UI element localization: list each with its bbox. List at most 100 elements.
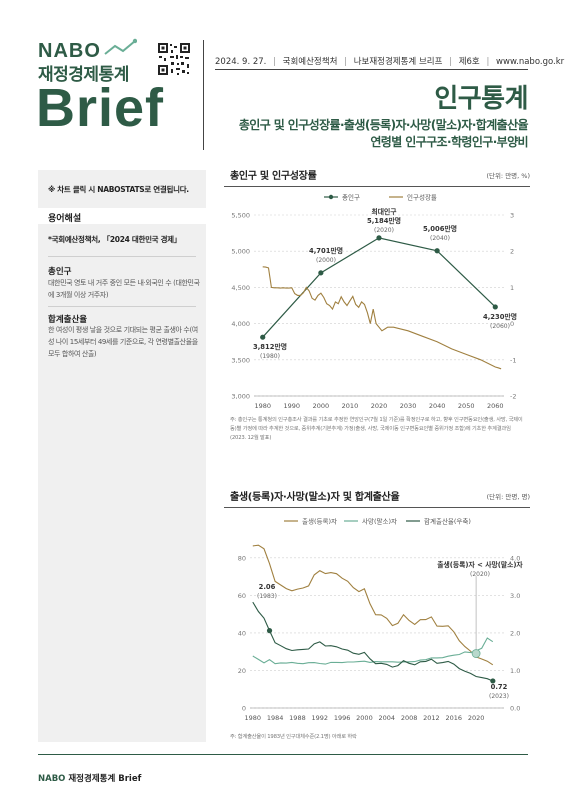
chart1-unit: (단위: 만명, %) (486, 172, 530, 180)
x-tick-label: 1992 (312, 714, 329, 722)
data-point (260, 334, 266, 340)
y-left-tick-label: 80 (238, 554, 246, 562)
x-tick-label: 1984 (267, 714, 284, 722)
series-line-3 (252, 601, 494, 682)
y-left-tick-label: 4,500 (231, 284, 250, 292)
y-right-tick-label: 1 (510, 284, 514, 292)
legend-label: 인구성장률 (407, 193, 437, 202)
data-label: (2020) (374, 227, 394, 234)
subtitle-line-2: 연령별 인구구조·학령인구·부양비 (370, 135, 528, 149)
glossary-divider (48, 306, 196, 307)
legend-label: 출생(등록)자 (302, 517, 337, 526)
footer-text: 재정경제통계 Brief (65, 774, 142, 784)
x-tick-label: 2012 (423, 714, 440, 722)
y-right-tick-label: 2.0 (510, 629, 520, 637)
chart1-header: 총인구 및 인구성장률 (단위: 만명, %) (224, 165, 530, 182)
x-tick-label: 2016 (445, 714, 462, 722)
logo-mark-icon (104, 38, 137, 55)
chart2-header: 출생(등록)자·사망(말소)자 및 합계출산율 (단위: 만명, 명) (224, 486, 530, 503)
x-tick-label: 1990 (284, 402, 301, 410)
chart2-footnote: 주: 합계출산율이 1983년 인구대체수준(2.1명) 아래로 하락 (230, 734, 357, 740)
y-right-tick-label: 1.0 (510, 667, 520, 675)
chart1-title: 총인구 및 인구성장률 (230, 171, 317, 182)
footer-rule (38, 754, 528, 755)
logo-subtitle: 재정경제통계 (38, 65, 129, 85)
chart2-title: 출생(등록)자·사망(말소)자 및 합계출산율 (230, 492, 400, 503)
chart1-rule (224, 186, 530, 187)
y-right-tick-label: 4.0 (510, 554, 520, 562)
y-right-tick-label: 2 (510, 248, 514, 256)
x-tick-label: 2050 (458, 402, 475, 410)
chart2-unit: (단위: 만명, 명) (486, 493, 530, 501)
data-label: (2060) (490, 323, 510, 330)
data-label: (1983) (257, 593, 277, 600)
highlight-point (490, 678, 496, 684)
data-label: 출생(등록)자 < 사망(말소)자 (437, 560, 523, 569)
footer-brand: NABO 재정경제통계 Brief (38, 772, 141, 784)
y-left-tick-label: 20 (238, 667, 246, 675)
office-name: 국회예산정책처 (282, 57, 338, 67)
website-link[interactable]: www.nabo.go.kr (496, 57, 565, 67)
births-deaths-chart[interactable]: 0 20 40 60 80 0.0 1.0 2.0 3.0 4.0 1980 1984 1988 1992… (224, 509, 530, 727)
y-right-tick-label: -2 (510, 393, 516, 401)
glossary-source: *국회예산정책처, 「2024 대한민국 경제」 (48, 235, 181, 244)
subtitle-line-1: 총인구 및 인구성장률·출생(등록)자·사망(말소)자·합계출산율 (238, 118, 529, 132)
data-label: 3,812만명 (253, 342, 287, 351)
series-line-2 (252, 637, 494, 665)
data-label: (1980) (260, 353, 280, 360)
data-label: 최대인구 (371, 207, 397, 216)
y-left-tick-label: 60 (238, 592, 246, 600)
glossary-heading-box (38, 208, 206, 224)
qr-code-icon[interactable] (157, 42, 191, 76)
term-fertility-title: 합계출산율 (48, 315, 88, 325)
x-tick-label: 2000 (356, 714, 373, 722)
x-tick-label: 1980 (245, 714, 262, 722)
highlight-point (266, 628, 273, 634)
issue-date: 2024. 9. 27. (215, 57, 267, 67)
y-right-tick-label: 0 (510, 320, 514, 328)
y-right-tick-label: -1 (510, 356, 516, 364)
data-point (376, 235, 382, 241)
glossary-divider (48, 256, 196, 257)
legend-label: 합계출산율(우축) (424, 517, 471, 526)
y-left-tick-label: 3,500 (231, 356, 250, 364)
page-title: 인구통계 (434, 84, 528, 114)
page-subtitle: 총인구 및 인구성장률·출생(등록)자·사망(말소)자·합계출산율 연령별 인구… (238, 117, 529, 151)
data-label: (2000) (316, 257, 336, 264)
chart2-rule (224, 507, 530, 508)
term-fertility-body: 한 여성이 평생 낳을 것으로 기대되는 평균 출생아 수(여성 나이 15세부… (48, 326, 198, 358)
logo-brief: Brief (36, 78, 165, 138)
data-label: (2023) (489, 693, 509, 700)
data-label: 0.72 (491, 683, 508, 691)
x-tick-label: 2000 (313, 402, 330, 410)
header-rule (215, 69, 528, 70)
header: NABO 재정경제통계 Brief 2024. 9. 27. | 국회예산정책처… (0, 0, 566, 150)
glossary-title: 용어해설 (48, 214, 82, 224)
crossover-point (471, 649, 481, 658)
data-label: (2020) (470, 571, 490, 578)
population-chart[interactable]: 3,000 3,500 4,000 4,500 5,000 5,500 -2 -1 0 1 2 3 19… (224, 188, 530, 413)
x-tick-label: 2008 (401, 714, 418, 722)
series-line-1 (252, 544, 494, 666)
data-label: 5,006만명 (423, 224, 457, 233)
x-tick-label: 1996 (334, 714, 351, 722)
y-right-tick-label: 0.0 (510, 705, 520, 713)
y-left-tick-label: 3,000 (231, 393, 250, 401)
term-population-body: 대한민국 영토 내 거주 중인 모든 내·외국인 수 (대한민국에 3개월 이상… (48, 279, 200, 299)
x-tick-label: 2030 (400, 402, 417, 410)
x-tick-label: 1980 (254, 402, 271, 410)
term-population-title: 총인구 (48, 267, 72, 277)
y-left-tick-label: 5,500 (231, 212, 250, 220)
x-tick-label: 1988 (289, 714, 306, 722)
x-tick-label: 2060 (487, 402, 504, 410)
x-tick-label: 2020 (371, 402, 388, 410)
data-point (318, 270, 324, 276)
y-right-tick-label: 3 (510, 212, 514, 220)
data-label: 5,184만명 (367, 216, 401, 225)
series-line-2 (262, 266, 502, 370)
footer-nabo: NABO (38, 774, 66, 784)
y-left-tick-label: 40 (238, 629, 246, 637)
data-label: 2.06 (259, 583, 276, 591)
data-label: 4,230만명 (483, 312, 517, 321)
data-point (434, 248, 440, 254)
